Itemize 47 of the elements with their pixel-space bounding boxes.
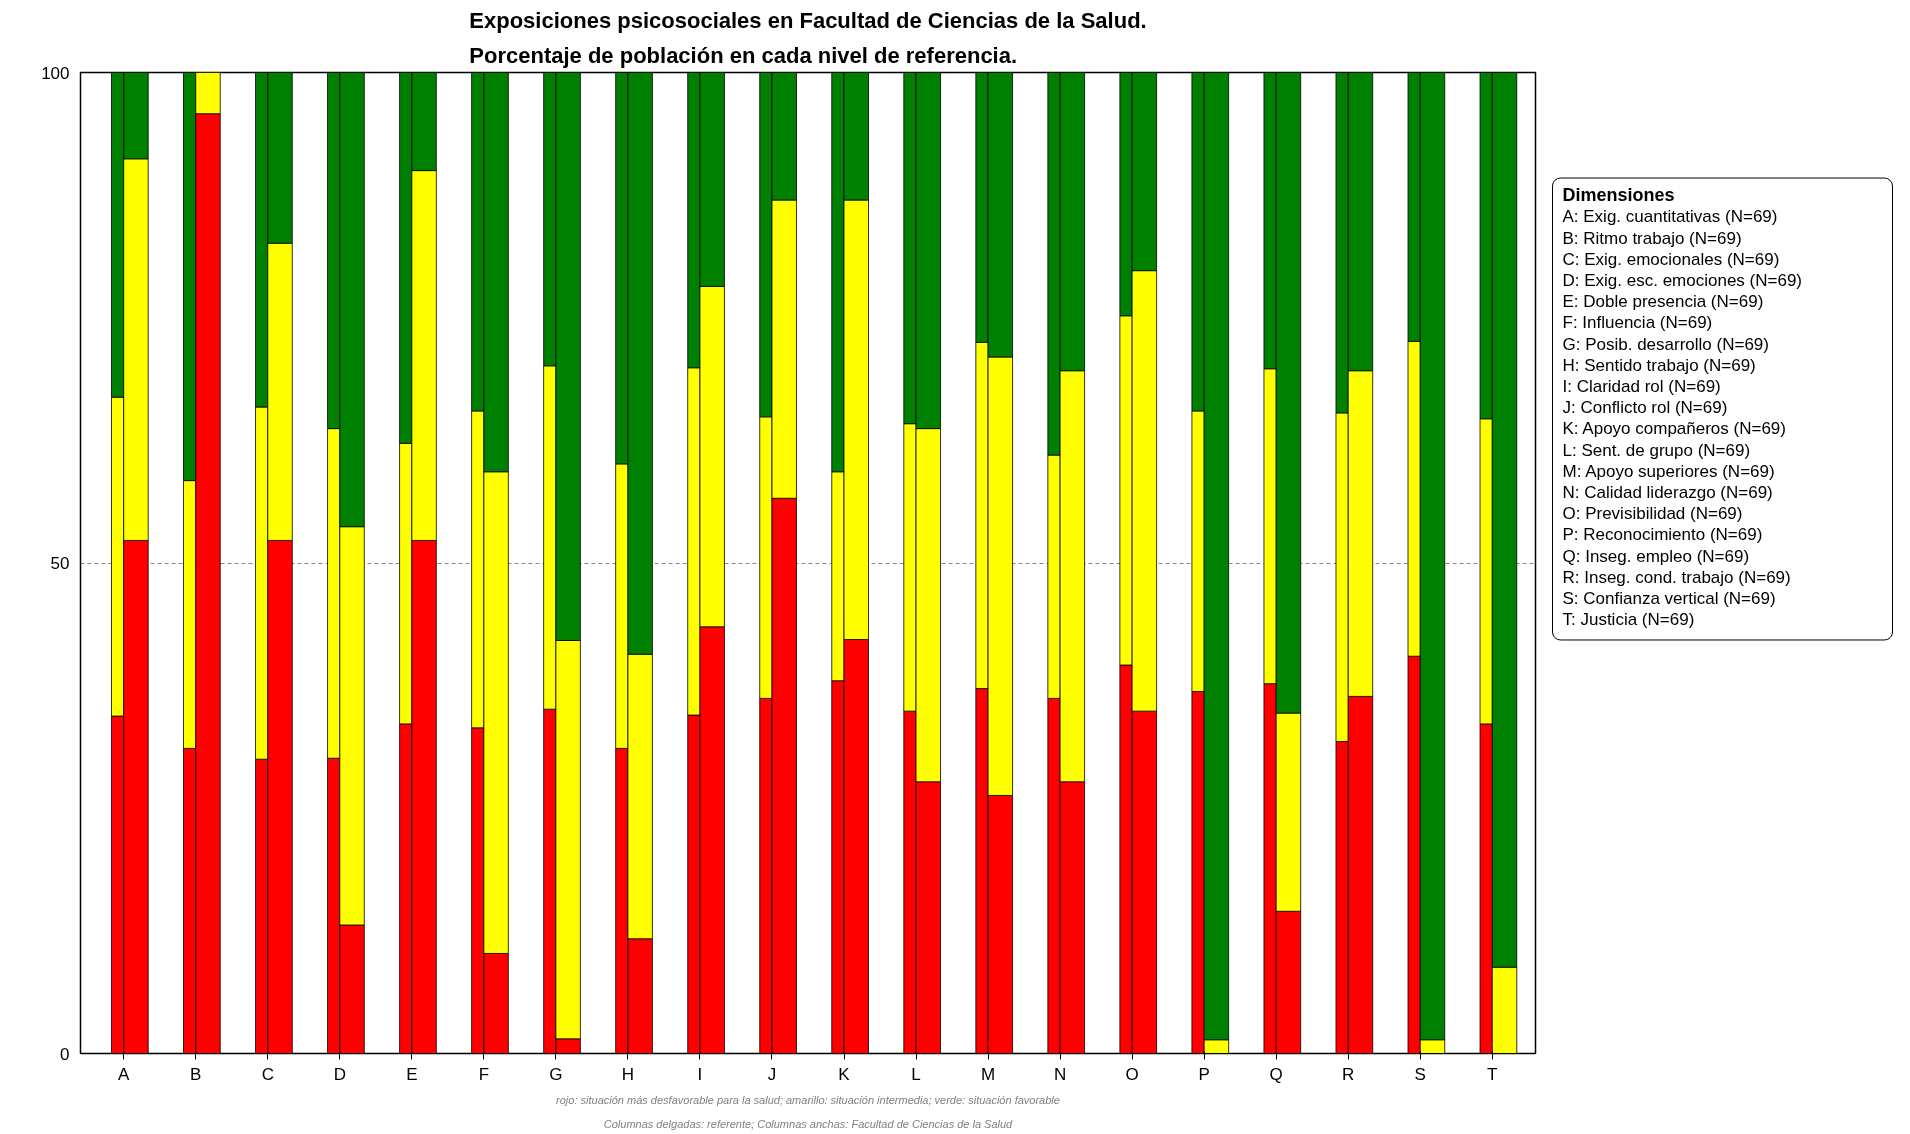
text: A: Exig. cuantitativas (N=69) — [1562, 207, 1778, 227]
x-tick-label: D — [333, 1064, 346, 1084]
text: J: Conflicto rol (N=69) — [1562, 398, 1728, 418]
text: M: Apoyo superiores (N=69) — [1562, 461, 1775, 481]
x-tick-label: R — [1342, 1064, 1355, 1084]
text: H: Sentido trabajo (N=69) — [1562, 355, 1756, 375]
text: rojo: situación más desfavorable para la salud; amarillo: situación intermedia; verde: situación favorable — [556, 1093, 1060, 1106]
x-tick-label: G — [549, 1064, 563, 1084]
y-tick-label: 50 — [50, 554, 70, 573]
text: K: Apoyo compañeros (N=69) — [1562, 419, 1786, 439]
x-tick-label: I — [697, 1064, 703, 1084]
y-tick-label: 0 — [60, 1044, 70, 1064]
text: L: Sent. de grupo (N=69) — [1562, 440, 1751, 460]
x-tick-label: O — [1125, 1064, 1139, 1084]
legend-title: Dimensiones — [1562, 184, 1675, 205]
text: Q: Inseg. empleo (N=69) — [1562, 546, 1750, 566]
text: C: Exig. emocionales (N=69) — [1562, 249, 1780, 269]
y-tick-label: 100 — [41, 63, 70, 83]
x-tick-label: N — [1053, 1064, 1067, 1084]
x-tick-label: M — [980, 1064, 996, 1084]
x-tick-label: T — [1487, 1064, 1498, 1084]
x-tick-label: P — [1198, 1064, 1210, 1084]
text: N: Calidad liderazgo (N=69) — [1562, 482, 1773, 502]
x-tick-label: B — [190, 1064, 202, 1084]
x-tick-label: L — [911, 1064, 921, 1084]
text: S: Confianza vertical (N=69) — [1562, 588, 1776, 608]
text: R: Inseg. cond. trabajo (N=69) — [1562, 567, 1791, 587]
text: D: Exig. esc. emociones (N=69) — [1562, 271, 1803, 291]
text: B: Ritmo trabajo (N=69) — [1562, 228, 1742, 248]
x-tick-label: A — [118, 1064, 131, 1084]
text: G: Posib. desarrollo (N=69) — [1562, 334, 1769, 354]
text: O: Previsibilidad (N=69) — [1562, 504, 1743, 524]
x-tick-label: Q — [1269, 1064, 1283, 1084]
x-tick-label: S — [1414, 1064, 1426, 1084]
x-tick-label: J — [767, 1064, 777, 1084]
x-tick-label: K — [838, 1064, 851, 1084]
text: Columnas delgadas: referente; Columnas anchas: Facultad de Ciencias de la Salud — [603, 1117, 1014, 1130]
x-tick-label: E — [406, 1064, 418, 1084]
x-tick-label: F — [478, 1064, 490, 1084]
text: E: Doble presencia (N=69) — [1562, 292, 1764, 312]
x-tick-label: C — [261, 1064, 274, 1084]
text: I: Claridad rol (N=69) — [1562, 377, 1721, 397]
text: P: Reconocimiento (N=69) — [1562, 525, 1763, 545]
chart-title: Exposiciones psicosociales en Facultad de Ciencias de la Salud. Porcentaje de población en cada nivel de referencia. — [469, 7, 1147, 68]
text: T: Justicia (N=69) — [1562, 610, 1695, 630]
text: F: Influencia (N=69) — [1562, 313, 1713, 333]
x-tick-label: H — [621, 1064, 635, 1084]
